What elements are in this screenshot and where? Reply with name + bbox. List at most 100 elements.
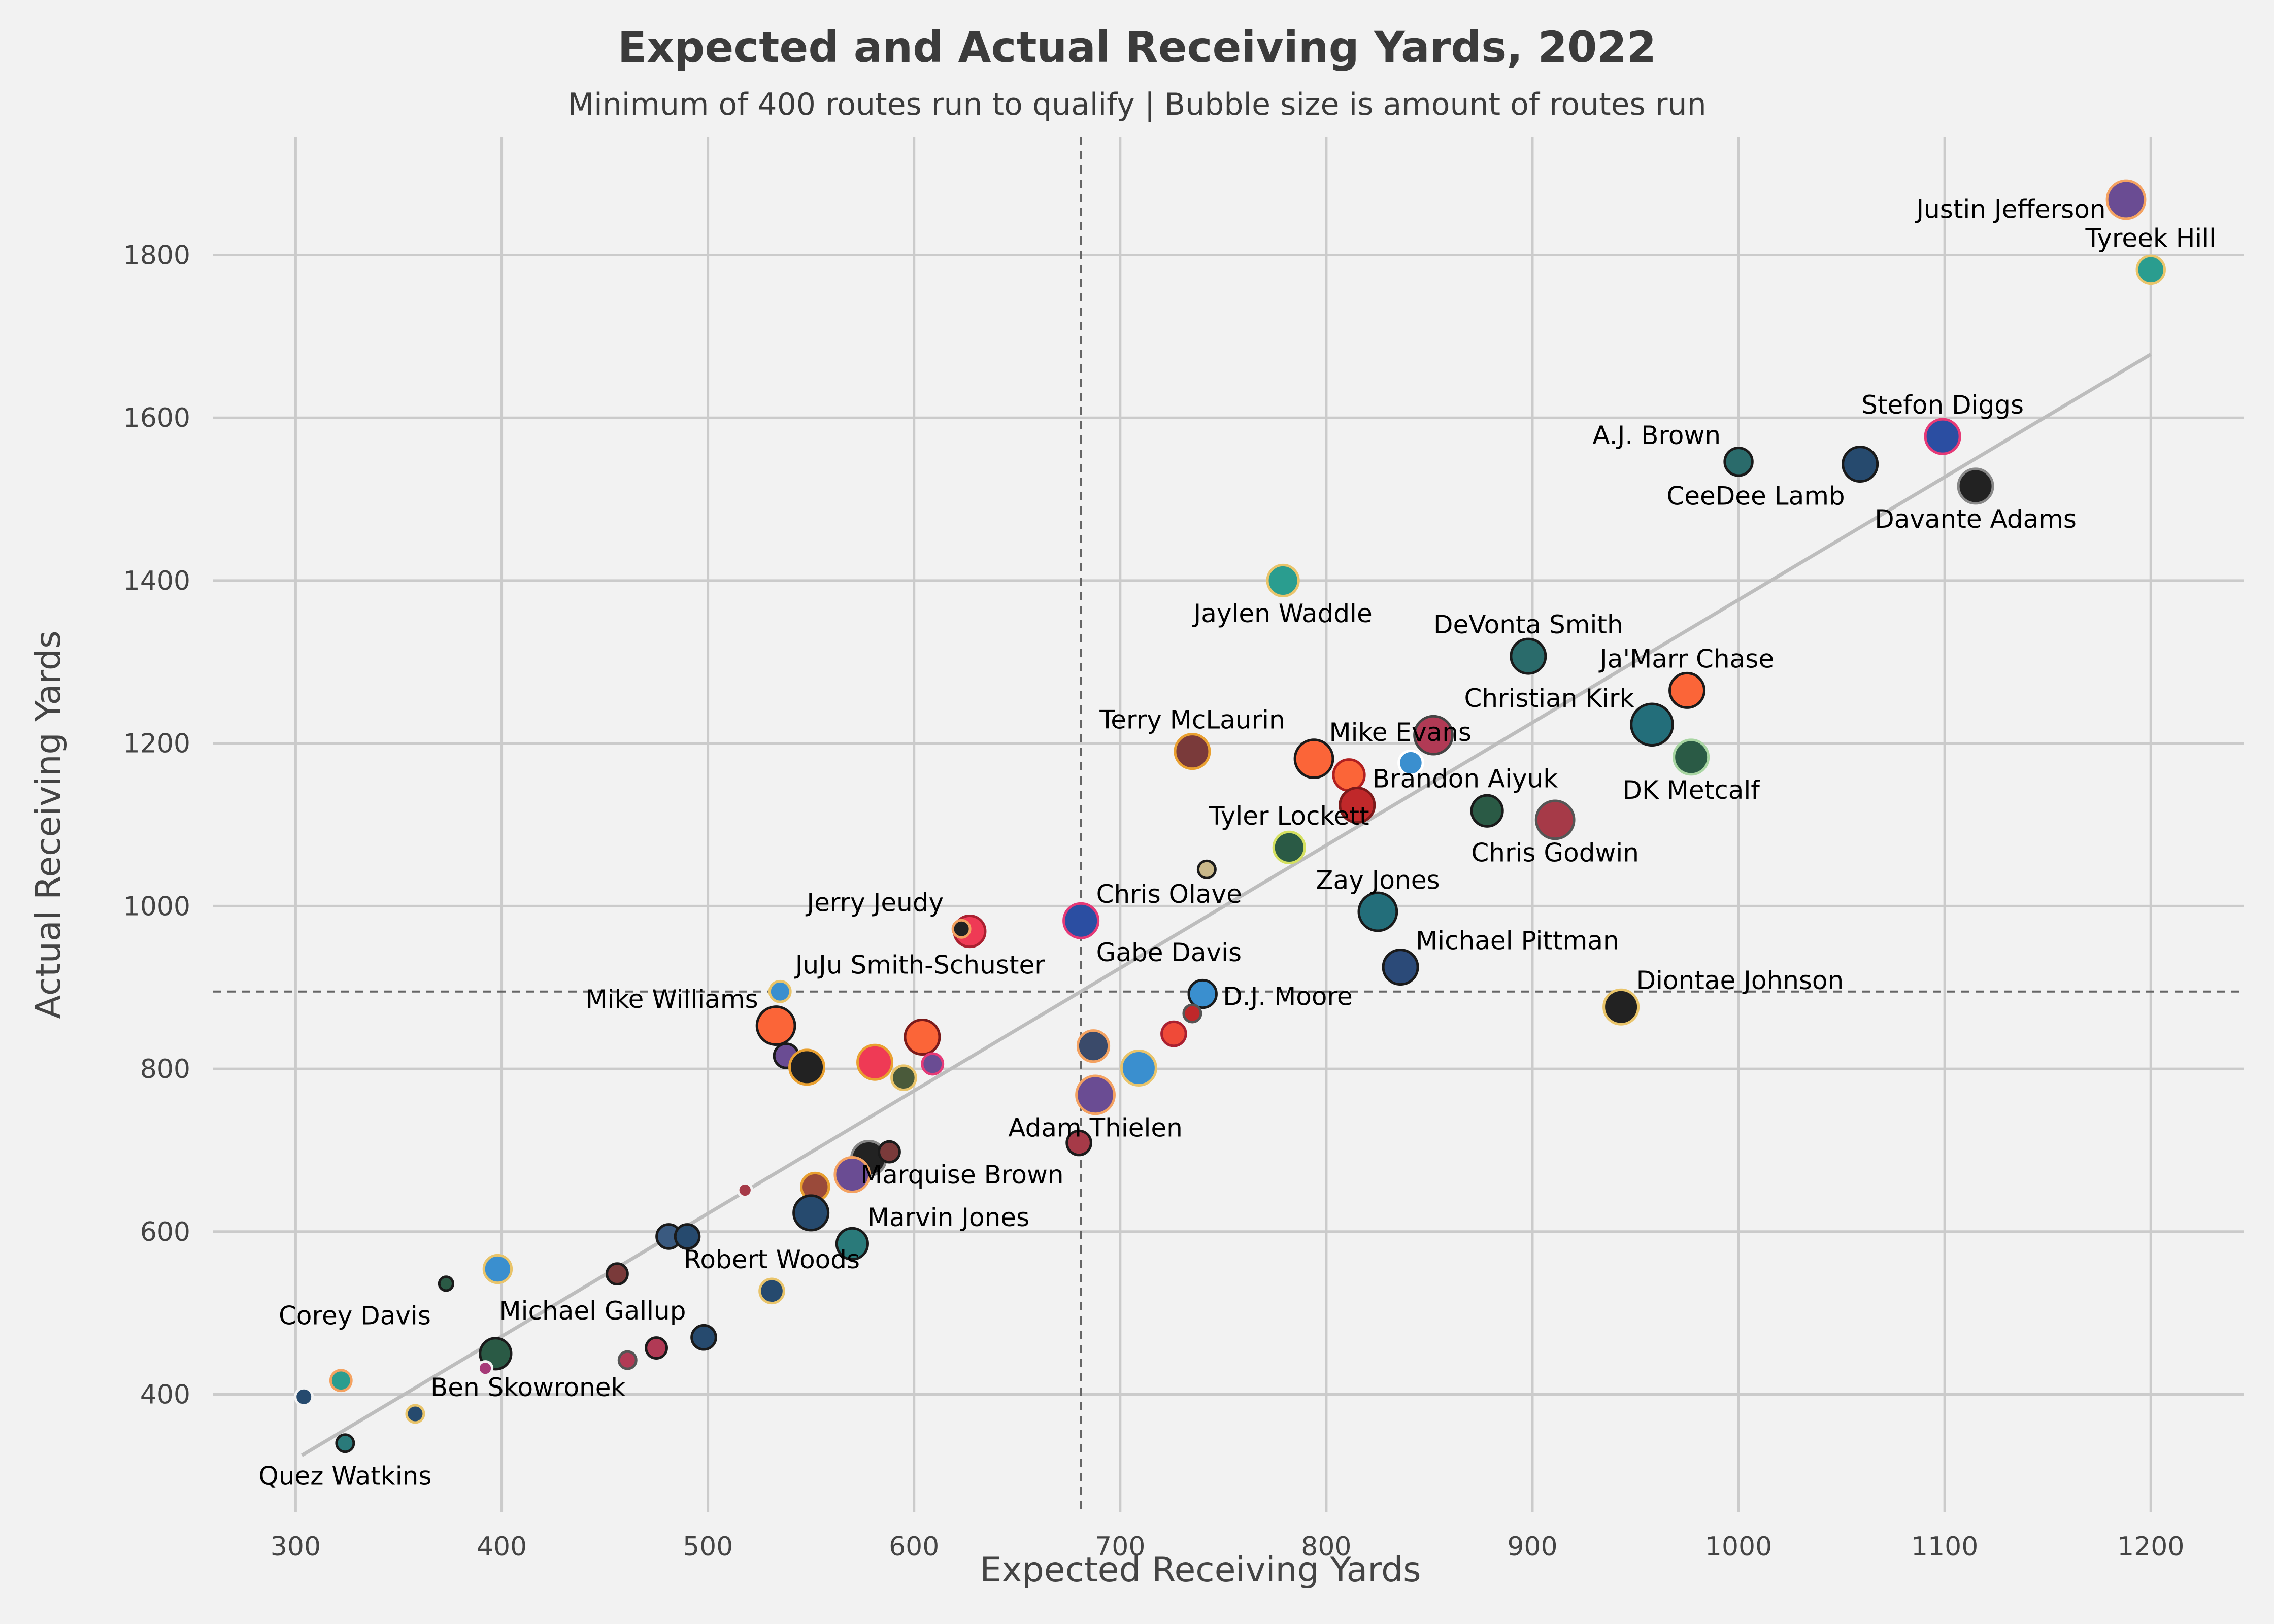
point-label: Adam Thielen — [1008, 1113, 1183, 1142]
data-point — [1957, 467, 1994, 505]
data-point — [606, 1262, 629, 1286]
chart-title: Expected and Actual Receiving Yards, 202… — [618, 22, 1657, 72]
point-label: A.J. Brown — [1592, 421, 1721, 450]
point-label: Justin Jefferson — [1915, 194, 2105, 224]
data-point — [1602, 988, 1640, 1026]
y-tick-label: 400 — [140, 1379, 190, 1410]
y-tick-label: 1800 — [123, 241, 190, 271]
data-point — [1842, 446, 1879, 483]
data-point — [645, 1336, 668, 1360]
data-point — [1174, 733, 1211, 770]
point-label: Chris Olave — [1096, 879, 1242, 909]
data-point — [690, 1324, 717, 1351]
data-point — [1382, 949, 1419, 986]
data-point — [856, 1043, 894, 1081]
y-tick-label: 800 — [140, 1054, 190, 1085]
x-tick-label: 1100 — [1911, 1532, 1978, 1562]
point-label: DeVonta Smith — [1433, 610, 1623, 639]
data-point — [768, 979, 792, 1003]
y-tick-label: 1400 — [123, 566, 190, 596]
data-point — [1630, 702, 1674, 747]
point-label: Mike Evans — [1329, 718, 1472, 747]
data-point — [1266, 563, 1300, 598]
x-tick-label: 300 — [271, 1532, 321, 1562]
data-point — [1182, 1003, 1202, 1024]
data-point — [617, 1350, 638, 1370]
point-label: Diontae Johnson — [1636, 966, 1844, 995]
data-point — [1668, 671, 1706, 709]
y-tick-label: 1600 — [123, 403, 190, 433]
point-label: Tyler Lockett — [1209, 801, 1369, 831]
point-label: Mike Williams — [585, 985, 758, 1014]
y-tick-label: 1200 — [123, 729, 190, 759]
data-point — [477, 1360, 494, 1377]
data-point — [1120, 1049, 1157, 1087]
data-point — [1272, 830, 1306, 864]
data-point — [1196, 859, 1217, 879]
point-label: Terry McLaurin — [1099, 705, 1285, 735]
data-point — [405, 1404, 425, 1424]
y-tick-label: 600 — [140, 1217, 190, 1247]
data-point — [294, 1386, 314, 1407]
data-point — [890, 1064, 917, 1092]
data-point — [1187, 978, 1218, 1009]
point-label: Brandon Aiyuk — [1373, 764, 1558, 794]
point-label: Tyreek Hill — [2085, 223, 2216, 253]
data-point — [1510, 637, 1547, 675]
x-tick-label: 900 — [1507, 1532, 1557, 1562]
data-point — [1673, 738, 1710, 776]
point-label: Zay Jones — [1316, 866, 1440, 895]
x-tick-label: 500 — [683, 1532, 733, 1562]
data-point — [878, 1140, 901, 1164]
x-tick-label: 1200 — [2117, 1532, 2184, 1562]
point-label: Christian Kirk — [1464, 684, 1634, 713]
point-label: Robert Woods — [684, 1245, 860, 1274]
data-point — [1076, 1029, 1111, 1063]
point-label: Ben Skowronek — [430, 1373, 626, 1402]
data-point — [737, 1181, 753, 1199]
data-point — [329, 1369, 353, 1393]
data-point — [335, 1433, 355, 1453]
x-tick-label: 1000 — [1705, 1532, 1772, 1562]
data-point — [1397, 749, 1424, 776]
data-point — [833, 1156, 871, 1194]
data-point — [758, 1277, 785, 1305]
point-label: CeeDee Lamb — [1666, 482, 1845, 511]
data-point — [835, 1227, 869, 1261]
data-point — [438, 1275, 454, 1292]
data-point — [904, 1019, 941, 1056]
data-point — [1924, 418, 1961, 455]
data-points — [294, 179, 2166, 1453]
data-point — [1357, 891, 1398, 932]
data-point — [1160, 1020, 1187, 1047]
data-point — [951, 919, 972, 939]
data-point — [1723, 447, 1754, 477]
tick-labels: 300 400 500 600 700 800 900 1000 1100 1200 400 600 8… — [123, 241, 2185, 1562]
chart-subtitle: Minimum of 400 routes run to qualify | B… — [567, 87, 1706, 122]
data-point — [1332, 758, 1366, 792]
data-point — [674, 1223, 701, 1250]
y-axis-label: Actual Receiving Yards — [28, 631, 69, 1019]
data-point — [1339, 787, 1376, 824]
x-tick-label: 400 — [477, 1532, 527, 1562]
point-label: Gabe Davis — [1096, 938, 1242, 967]
point-label: JuJu Smith-Schuster — [794, 951, 1045, 980]
point-label: Jaylen Waddle — [1192, 599, 1372, 628]
data-point — [1062, 902, 1100, 939]
point-label: Chris Godwin — [1471, 838, 1639, 867]
data-point — [921, 1052, 945, 1076]
gridlines — [213, 137, 2244, 1512]
point-label: Ja'Marr Chase — [1598, 644, 1774, 673]
point-label: Corey Davis — [279, 1301, 431, 1330]
data-point — [2135, 254, 2166, 285]
data-point — [1470, 794, 1504, 828]
x-tick-label: 600 — [889, 1532, 939, 1562]
data-point — [1534, 799, 1576, 840]
y-tick-label: 1000 — [123, 891, 190, 922]
point-label: D.J. Moore — [1223, 982, 1352, 1011]
point-label: Quez Watkins — [258, 1462, 431, 1491]
point-label: Marquise Brown — [860, 1160, 1063, 1190]
x-tick-label: 800 — [1301, 1532, 1351, 1562]
